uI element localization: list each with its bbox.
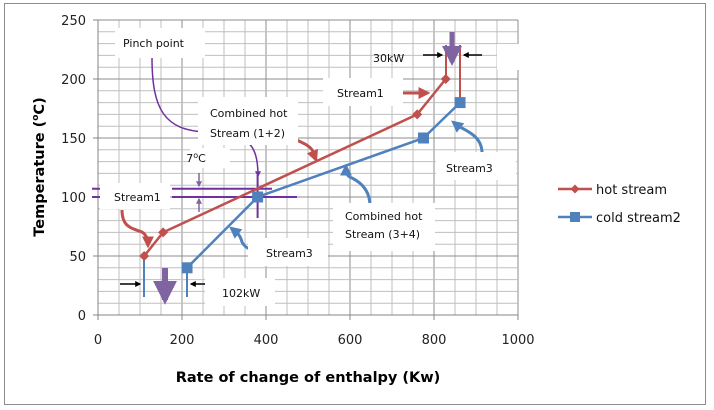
x-axis-label: Rate of change of enthalpy (Kw) <box>176 370 441 386</box>
y-axis-label: Temperature (oC) <box>31 97 48 236</box>
data-point-hot <box>412 109 423 120</box>
series <box>139 74 466 274</box>
label-box <box>115 28 205 58</box>
series-line-cold <box>186 101 461 269</box>
axes <box>93 19 519 320</box>
label-box <box>323 78 403 106</box>
x-tick-label: 200 <box>170 333 195 348</box>
y-tick-label: 250 <box>61 14 86 29</box>
combined-hot-34-label-line2: Stream (3+4) <box>345 228 420 241</box>
x-tick-label: 600 <box>338 333 363 348</box>
data-point-hot <box>440 74 451 84</box>
data-point-hot <box>139 251 150 261</box>
stream1-left-label: Stream1 <box>114 191 161 204</box>
data-point-hot <box>158 227 169 238</box>
y-tick-label: 200 <box>61 73 86 88</box>
heat-102-label: 102kW <box>222 287 260 300</box>
label-box <box>436 152 516 180</box>
label-box <box>333 203 435 251</box>
legend-label: cold stream2 <box>596 211 681 226</box>
stream3-mid-label: Stream3 <box>266 247 313 260</box>
label-box <box>497 44 569 70</box>
x-tick-label: 400 <box>254 333 279 348</box>
x-tick-label: 800 <box>422 333 447 348</box>
label-box <box>190 148 230 168</box>
annotation-labels: Pinch point 7oC Combined hot Stream (1+2) St… <box>100 28 569 306</box>
legend: hot stream cold stream2 <box>558 183 681 226</box>
stream1-left-arrow <box>120 209 154 249</box>
data-point-cold <box>454 97 466 109</box>
combined-hot-34-arrow <box>340 163 372 207</box>
label-box <box>100 183 170 209</box>
combined-hot-12-label-line1: Combined hot <box>210 107 288 120</box>
data-point-cold <box>252 191 264 203</box>
tick-labels: 0 200 400 600 800 1000 0 50 100 150 200 250 <box>61 14 534 348</box>
delta-t-label: 7oC <box>186 151 206 165</box>
stream3-right-label: Stream3 <box>446 162 493 175</box>
label-box <box>205 278 275 306</box>
stream1-top-label: Stream1 <box>337 87 384 100</box>
combined-hot-12-label-line2: Stream (1+2) <box>210 127 285 140</box>
stream3-right-arrow <box>451 120 484 154</box>
series-line-hot <box>143 78 447 257</box>
heat-30-label: 30kW <box>373 52 404 65</box>
y-tick-label: 150 <box>61 132 86 147</box>
y-tick-label: 100 <box>61 191 86 206</box>
legend-label: hot stream <box>596 183 667 198</box>
label-box <box>248 238 328 266</box>
pinch-label: Pinch point <box>123 37 185 50</box>
y-tick-label: 50 <box>69 250 86 265</box>
data-point-cold <box>418 132 429 144</box>
x-tick-label: 1000 <box>501 333 534 348</box>
y-tick-label: 0 <box>78 309 86 324</box>
label-box <box>198 97 298 145</box>
combined-hot-34-label-line1: Combined hot <box>345 210 423 223</box>
x-tick-label: 0 <box>94 333 102 348</box>
legend-marker-hot <box>570 184 580 194</box>
data-point-cold <box>181 262 193 274</box>
legend-marker-cold <box>570 212 580 222</box>
